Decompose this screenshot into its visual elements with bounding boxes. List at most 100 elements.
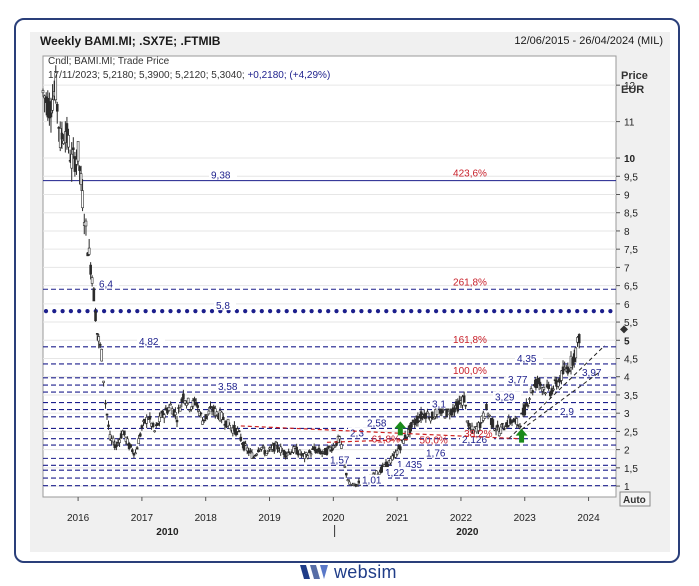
candle-body [174, 411, 177, 416]
candle-body [126, 438, 129, 445]
candle-body [478, 422, 482, 428]
candle-body [178, 407, 182, 412]
auto-scale-button[interactable] [619, 491, 651, 507]
candle-body [115, 444, 118, 448]
support-trendline [521, 372, 599, 430]
y-axis-title: Price [621, 70, 648, 82]
candle-body [79, 173, 83, 186]
fib-dot [583, 309, 588, 314]
candle-body [550, 388, 554, 395]
candle-body [207, 410, 211, 415]
fib-dot [434, 309, 439, 314]
candle-body [405, 436, 409, 439]
fib-dot [68, 309, 73, 314]
level-label: 3,1 [432, 400, 446, 411]
fib-dot [425, 309, 430, 314]
fib-dot [600, 309, 605, 314]
y-tick-label: 6 [624, 300, 630, 311]
candle-body [255, 453, 259, 456]
fib-dot [60, 309, 65, 314]
x-axis: 2016 2017 2018 2019 2020 2021 2022 2023 2024 2010… [67, 497, 600, 538]
candle-body [346, 479, 350, 481]
candle-body [48, 101, 51, 119]
candle-body [139, 433, 142, 437]
candle-body [539, 383, 543, 386]
candle-body [303, 453, 306, 459]
candle-body [250, 452, 254, 459]
candle-body [317, 447, 321, 453]
websim-logo-icon [300, 565, 328, 579]
websim-logo: websim [298, 562, 397, 582]
plot-area[interactable] [42, 55, 617, 498]
candle-body [470, 425, 474, 430]
fib-dot [268, 309, 273, 314]
legend-series: Cndl; BAMI.MI; Trade Price [48, 56, 170, 67]
candle-body [105, 413, 109, 416]
candle-body [97, 336, 101, 342]
candle-body [394, 452, 397, 458]
candle-body [330, 448, 334, 452]
candle-body [215, 411, 219, 416]
candle-body [183, 400, 187, 404]
candle-body [104, 402, 107, 405]
fib-dot [168, 309, 173, 314]
fib-dot [317, 309, 322, 314]
candle-body [443, 417, 447, 419]
fib-dot [458, 309, 464, 314]
candle-body [182, 393, 185, 400]
candle-body [335, 441, 338, 446]
candle-body [542, 387, 546, 390]
fib-dot [326, 309, 331, 314]
candle-body [288, 452, 292, 455]
candle-body [94, 311, 97, 322]
candle-body [574, 347, 578, 359]
level-label: 9,38 [211, 171, 231, 182]
x-tick-label: 2020 [322, 513, 345, 524]
fib-dot [243, 309, 248, 314]
level-label-bg [493, 391, 521, 402]
level-label-bg [580, 366, 608, 377]
candle-body [295, 446, 298, 455]
y-tick-label: 8 [624, 227, 630, 238]
level-label-bg [460, 434, 494, 445]
y-tick-label: 9,5 [624, 172, 638, 183]
y-tick-label: 4,5 [624, 355, 638, 366]
candle-body [355, 485, 359, 487]
fib-dot [392, 309, 397, 314]
level-label: 1,435 [397, 460, 422, 471]
fib-dot [209, 309, 215, 314]
candle-body [312, 446, 316, 450]
candle-body [107, 424, 110, 427]
x-decade-label: 2010 [156, 527, 179, 538]
candle-body [453, 407, 456, 413]
level-label-bg [365, 417, 393, 428]
y-tick-label: 8,5 [624, 209, 638, 220]
fib-dot [143, 309, 148, 314]
level-label-bg [383, 467, 411, 478]
candle-body [491, 419, 495, 428]
candle-body [102, 380, 105, 383]
candle-body [560, 370, 563, 381]
fib-dot [301, 309, 306, 314]
candle-body [226, 418, 230, 427]
candle-body [287, 451, 290, 453]
candle-body [129, 444, 133, 448]
candle-body [185, 402, 188, 406]
level-label-bg [506, 374, 534, 385]
level-label: 1,01 [362, 476, 382, 487]
candle-body [547, 384, 550, 389]
candle-body [118, 439, 121, 443]
candle-body [494, 429, 498, 432]
x-tick-label: 2019 [258, 513, 281, 524]
candle-body [343, 466, 347, 468]
candle-body [81, 190, 84, 209]
candle-body [220, 411, 223, 420]
fib-percent-label: 161,8% [453, 335, 487, 346]
level-label-bg [360, 474, 388, 485]
level-label: 3,97 [582, 368, 602, 379]
fib-dot [110, 309, 115, 314]
candle-body [300, 454, 303, 456]
candle-body [327, 445, 330, 448]
level-label-bg [515, 352, 543, 363]
